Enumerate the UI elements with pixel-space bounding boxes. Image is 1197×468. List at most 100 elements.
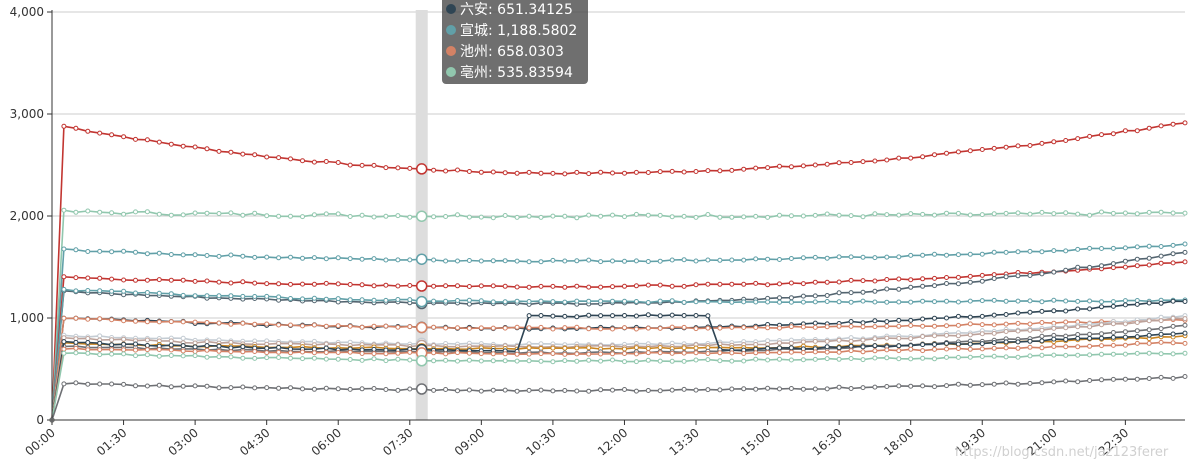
data-point	[836, 356, 842, 362]
data-point	[788, 295, 794, 301]
data-point	[133, 136, 138, 142]
data-point	[1015, 249, 1021, 255]
data-point	[514, 388, 520, 394]
data-point	[335, 323, 341, 329]
data-point	[657, 258, 663, 264]
data-point	[955, 299, 961, 305]
data-point	[1027, 248, 1033, 254]
data-point	[192, 293, 198, 299]
data-point	[824, 324, 830, 330]
data-point	[204, 320, 210, 325]
data-point	[681, 345, 687, 351]
data-point	[383, 282, 389, 288]
data-point	[1051, 379, 1057, 385]
data-point	[395, 283, 401, 289]
data-point	[741, 166, 747, 172]
data-point	[550, 359, 556, 365]
data-point	[550, 299, 556, 305]
data-point	[371, 346, 377, 352]
data-point	[967, 212, 973, 218]
data-point	[1003, 312, 1009, 317]
data-point	[908, 284, 914, 290]
data-point	[979, 147, 985, 152]
data-point	[300, 158, 305, 164]
data-point	[97, 130, 103, 136]
data-point	[180, 277, 186, 283]
tooltip-dot-icon	[446, 24, 456, 35]
series-line	[51, 375, 1186, 421]
data-point	[85, 350, 91, 356]
data-point	[335, 386, 341, 392]
data-point	[61, 346, 67, 352]
data-point	[538, 298, 544, 304]
data-point	[657, 358, 663, 364]
data-point	[944, 315, 949, 321]
data-point	[622, 346, 627, 352]
data-point	[383, 165, 389, 171]
data-point	[311, 386, 317, 392]
data-point	[276, 355, 282, 360]
data-point	[967, 273, 973, 279]
data-point	[85, 128, 91, 134]
data-point	[598, 358, 604, 364]
data-point	[1122, 302, 1128, 308]
data-point	[681, 213, 687, 219]
data-point	[1110, 299, 1116, 305]
data-point	[347, 357, 353, 362]
series-line	[51, 317, 1186, 421]
data-point	[860, 298, 866, 304]
data-point	[478, 388, 484, 394]
data-point	[347, 256, 353, 262]
data-point	[610, 357, 615, 363]
data-point	[1099, 132, 1104, 138]
data-point	[109, 337, 115, 343]
data-point	[944, 150, 949, 156]
data-point	[97, 275, 103, 281]
data-point	[765, 345, 771, 351]
data-point	[550, 257, 556, 263]
data-point	[204, 253, 210, 258]
data-point	[944, 332, 949, 338]
data-point	[1003, 249, 1009, 255]
data-point	[669, 358, 675, 364]
data-point	[717, 387, 723, 393]
data-point	[979, 298, 985, 304]
data-point	[121, 277, 127, 283]
data-point	[204, 343, 210, 349]
data-point	[109, 381, 115, 387]
data-point	[85, 208, 91, 214]
x-tick-label: 04:30	[237, 426, 272, 459]
data-point	[502, 170, 508, 176]
data-point	[1170, 340, 1176, 346]
data-point	[717, 168, 723, 174]
data-point	[788, 324, 794, 330]
data-point	[407, 357, 413, 363]
data-point	[669, 298, 675, 304]
data-point	[812, 299, 818, 305]
data-point	[693, 299, 699, 305]
data-point	[514, 358, 520, 364]
data-point	[932, 283, 937, 289]
data-point	[490, 299, 496, 305]
data-point	[455, 167, 460, 173]
data-point	[144, 251, 150, 257]
data-point	[908, 323, 914, 328]
data-point	[1110, 351, 1116, 357]
data-point	[991, 345, 997, 351]
data-point	[252, 210, 258, 216]
data-point	[502, 213, 508, 218]
data-point	[1087, 331, 1093, 337]
data-point	[97, 333, 103, 339]
data-point	[872, 288, 878, 294]
data-point	[109, 342, 115, 348]
data-point	[526, 284, 532, 290]
data-point	[1051, 139, 1057, 145]
data-point	[967, 321, 973, 327]
data-point	[443, 168, 449, 174]
data-point	[955, 322, 961, 328]
data-point	[824, 349, 830, 355]
data-point	[1051, 308, 1057, 314]
data-point	[109, 210, 115, 216]
data-point	[1146, 209, 1152, 215]
data-point	[1158, 123, 1164, 129]
